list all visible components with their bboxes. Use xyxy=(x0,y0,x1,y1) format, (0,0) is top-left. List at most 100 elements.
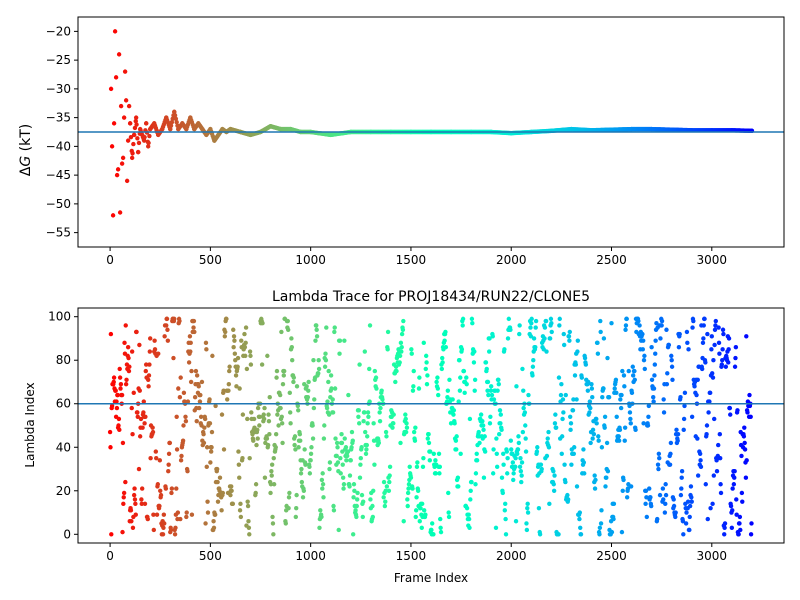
lambda-point xyxy=(387,464,393,470)
lambda-x-axis-label: Frame Index xyxy=(394,571,468,585)
y-tick-label: −45 xyxy=(46,168,71,182)
lambda-point xyxy=(271,532,276,537)
lambda-point xyxy=(387,473,392,478)
lambda-point xyxy=(175,510,181,515)
lambda-point xyxy=(738,527,743,533)
lambda-point xyxy=(316,371,321,376)
lambda-point xyxy=(718,455,723,461)
lambda-point xyxy=(619,392,624,398)
lambda-point xyxy=(561,342,567,348)
lambda-point xyxy=(244,366,250,372)
delta-g-point xyxy=(172,113,178,118)
lambda-point xyxy=(642,353,647,359)
lambda-point xyxy=(407,464,412,470)
lambda-point xyxy=(337,351,342,356)
lambda-point xyxy=(669,364,675,369)
lambda-point xyxy=(455,475,461,480)
lambda-point xyxy=(349,445,354,450)
lambda-point xyxy=(709,347,714,352)
lambda-point xyxy=(622,384,627,389)
lambda-point xyxy=(709,334,714,339)
lambda-point xyxy=(280,440,285,446)
lambda-point xyxy=(502,347,507,352)
lambda-point xyxy=(431,451,437,456)
lambda-point xyxy=(640,347,645,352)
lambda-point xyxy=(651,399,656,404)
lambda-point xyxy=(264,436,270,441)
lambda-point xyxy=(628,421,633,426)
lambda-point xyxy=(191,325,196,330)
lambda-point xyxy=(275,412,280,417)
lambda-point xyxy=(723,364,729,369)
lambda-point xyxy=(188,349,193,354)
lambda-point xyxy=(123,323,128,328)
lambda-point xyxy=(523,423,528,428)
lambda-point xyxy=(663,501,668,507)
lambda-point xyxy=(734,497,739,502)
lambda-point xyxy=(286,505,291,511)
lambda-point xyxy=(679,486,684,491)
delta-g-point xyxy=(124,178,130,184)
lambda-point xyxy=(306,379,311,385)
lambda-point xyxy=(314,334,320,339)
delta-g-point xyxy=(134,122,139,127)
lambda-point xyxy=(163,486,169,491)
lambda-point xyxy=(412,438,418,443)
lambda-point xyxy=(649,377,655,383)
lambda-point xyxy=(682,390,688,396)
lambda-point xyxy=(484,366,489,372)
lambda-point xyxy=(121,495,126,500)
lambda-point xyxy=(567,414,573,419)
lambda-point xyxy=(245,499,250,504)
lambda-point xyxy=(330,397,335,402)
lambda-point xyxy=(468,488,473,493)
lambda-point xyxy=(454,447,459,452)
lambda-point xyxy=(600,395,605,400)
lambda-point xyxy=(248,362,254,367)
lambda-point xyxy=(629,390,635,396)
lambda-point xyxy=(624,316,629,322)
lambda-point xyxy=(343,445,349,450)
delta-g-point xyxy=(112,29,118,34)
x-tick-label: 1500 xyxy=(396,549,427,563)
lambda-point xyxy=(561,410,566,415)
lambda-point xyxy=(208,460,213,465)
lambda-point xyxy=(363,451,369,456)
lambda-point xyxy=(251,416,257,422)
lambda-point xyxy=(681,416,687,422)
lambda-point xyxy=(141,399,146,404)
lambda-point xyxy=(460,323,465,328)
lambda-point xyxy=(135,410,140,415)
lambda-point xyxy=(237,508,243,513)
lambda-point xyxy=(423,366,428,372)
lambda-point xyxy=(296,408,301,413)
lambda-point xyxy=(301,488,307,493)
lambda-point xyxy=(220,490,226,496)
lambda-point xyxy=(605,355,610,361)
lambda-point xyxy=(572,445,577,450)
lambda-point xyxy=(659,318,665,324)
lambda-point xyxy=(644,495,649,500)
lambda-point xyxy=(247,349,253,354)
delta-g-point xyxy=(121,115,127,120)
lambda-point xyxy=(107,429,113,435)
lambda-point xyxy=(212,512,218,517)
lambda-point xyxy=(312,397,317,402)
lambda-point xyxy=(322,423,327,428)
lambda-point xyxy=(161,512,167,517)
lambda-point xyxy=(604,440,610,446)
lambda-point xyxy=(496,381,501,387)
lambda-point xyxy=(147,362,152,367)
delta-g-point xyxy=(126,103,132,109)
lambda-point xyxy=(530,364,536,369)
lambda-point xyxy=(376,440,382,446)
lambda-point xyxy=(278,405,283,411)
lambda-point xyxy=(322,364,328,369)
lambda-point xyxy=(519,460,525,465)
lambda-point xyxy=(718,490,724,496)
x-tick-label: 500 xyxy=(199,253,222,267)
lambda-point xyxy=(714,468,720,474)
lambda-point xyxy=(552,473,557,478)
lambda-point xyxy=(338,455,343,461)
